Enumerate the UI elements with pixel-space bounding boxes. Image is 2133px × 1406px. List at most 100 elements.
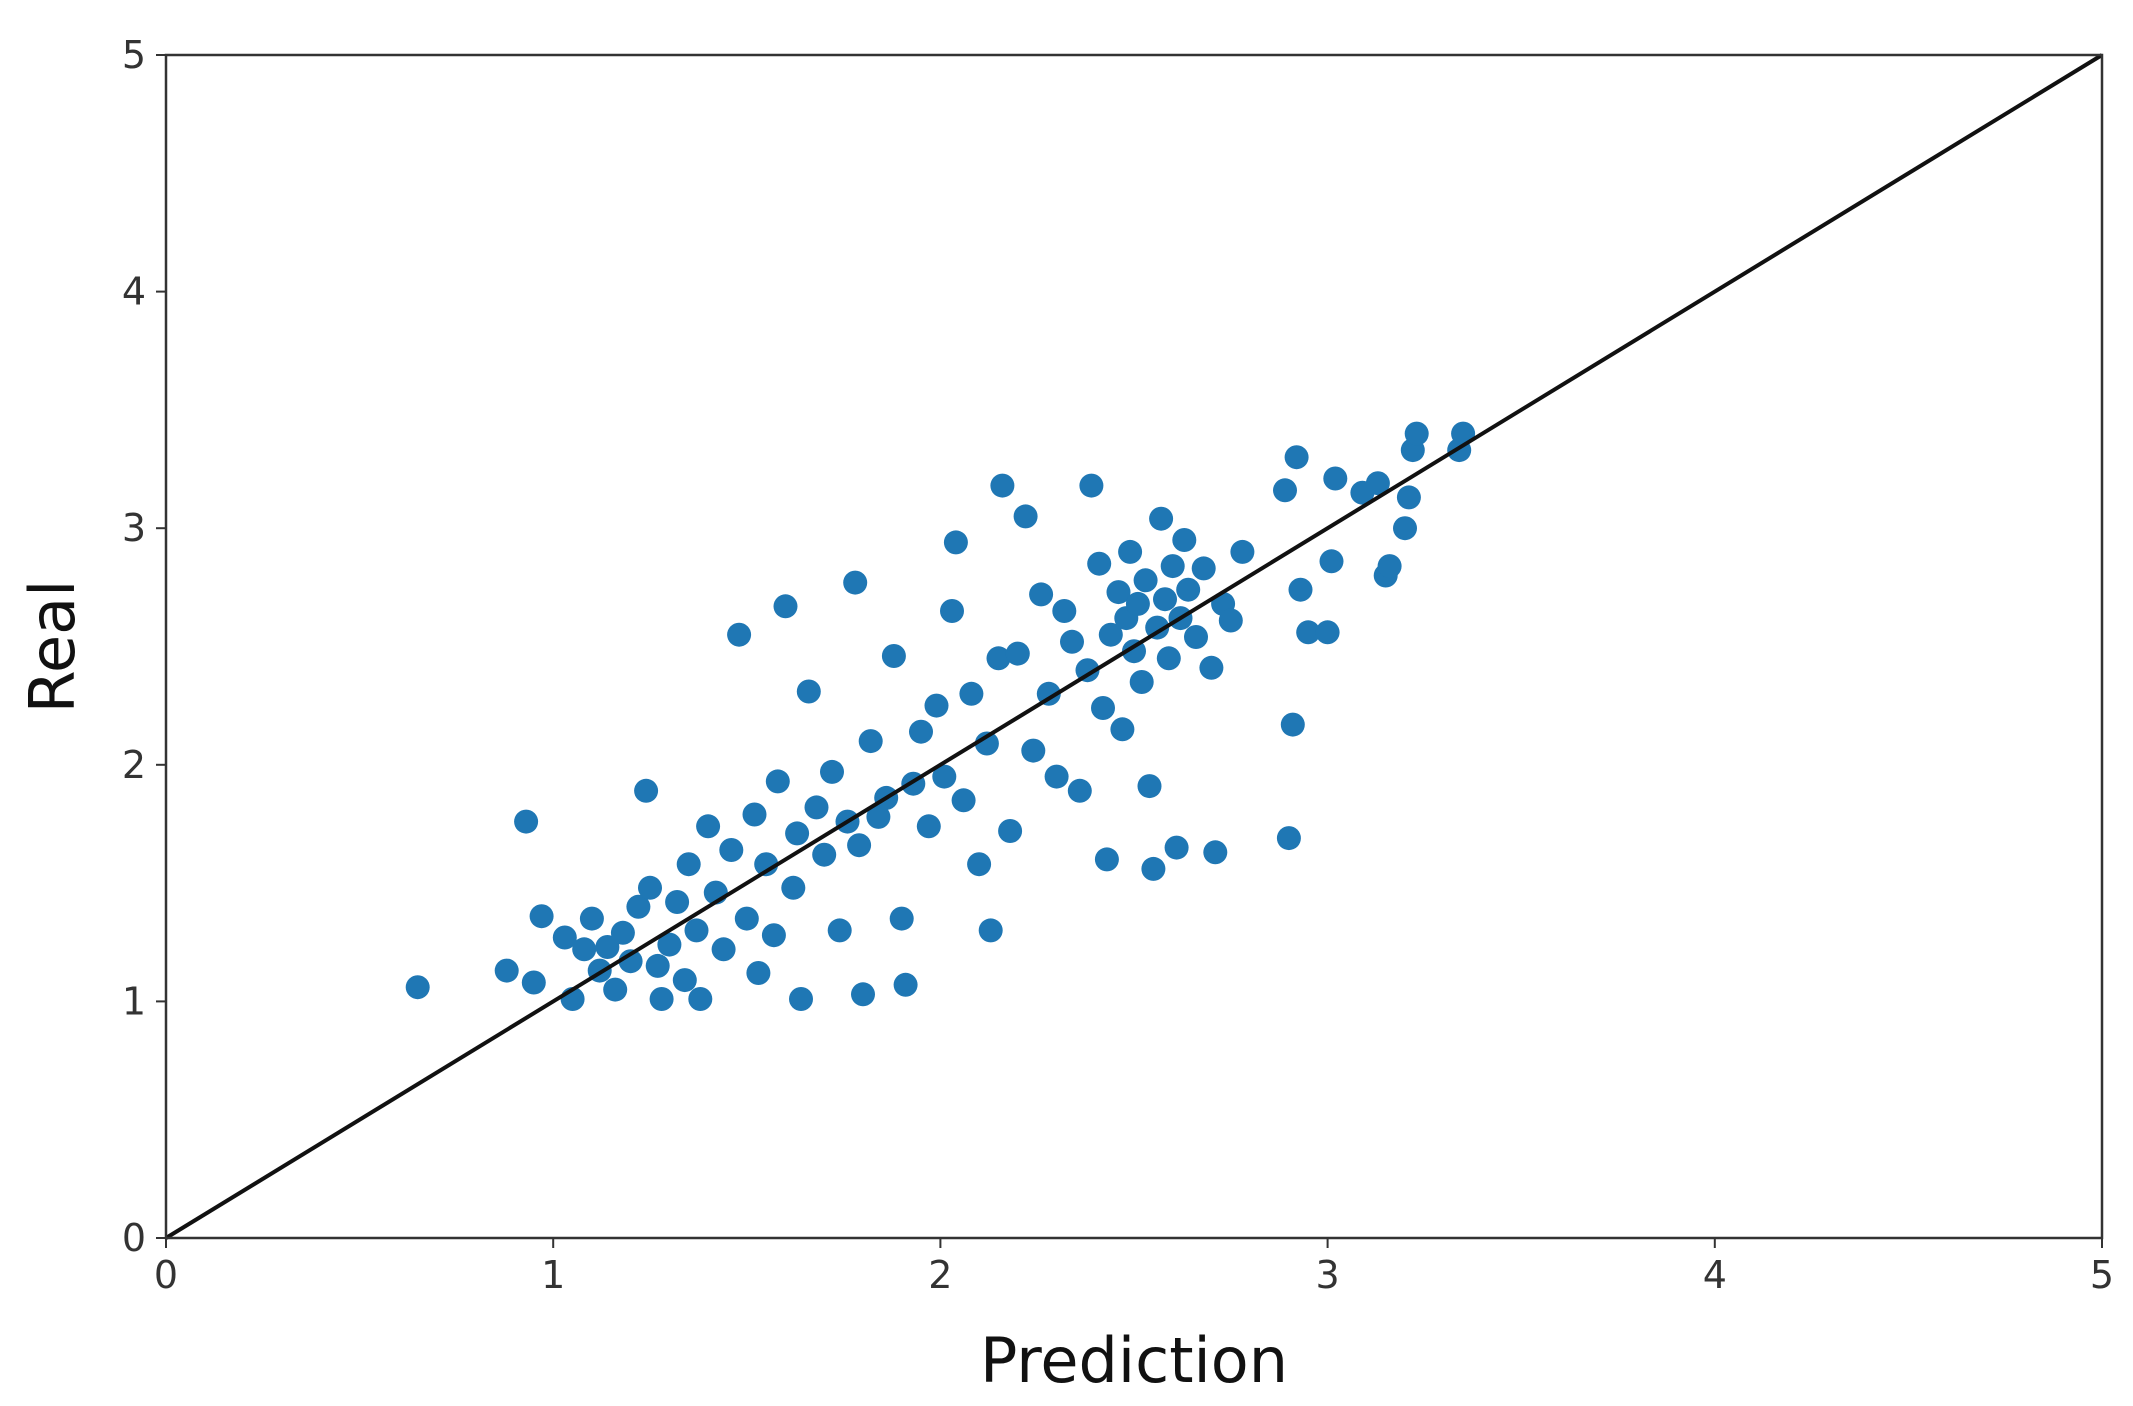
data-point [1365, 471, 1390, 496]
data-point [1122, 639, 1146, 664]
data-point [986, 646, 1011, 671]
data-point [1199, 655, 1224, 680]
data-point [1218, 608, 1243, 633]
data-point [1176, 577, 1201, 602]
data-point [684, 918, 709, 943]
data-point [1393, 516, 1417, 541]
data-point [1149, 506, 1174, 531]
data-point [552, 925, 577, 950]
data-point [1094, 847, 1119, 872]
data-point [1156, 646, 1181, 671]
data-point [893, 972, 918, 997]
x-tick-label: 3 [1316, 1253, 1340, 1297]
data-point [1203, 840, 1228, 865]
data-point [603, 977, 628, 1002]
data-point [1164, 835, 1189, 860]
data-point [866, 804, 891, 829]
data-point [634, 778, 659, 803]
data-point [967, 852, 992, 877]
data-point [657, 932, 682, 957]
data-point [843, 570, 868, 595]
data-point [742, 802, 767, 827]
data-point [1133, 568, 1158, 593]
data-point [1230, 539, 1255, 564]
data-point [796, 679, 821, 704]
data-point [1067, 778, 1092, 803]
data-point [1091, 696, 1115, 720]
data-point [1404, 421, 1429, 446]
data-point [761, 923, 786, 948]
data-point [1129, 670, 1154, 694]
data-point [1075, 658, 1100, 683]
x-tick-label: 1 [541, 1253, 565, 1297]
data-point [881, 644, 906, 668]
data-point [858, 729, 883, 754]
data-point [1319, 549, 1344, 574]
data-point [990, 473, 1015, 498]
data-point [851, 982, 875, 1007]
data-point [734, 906, 759, 931]
data-point [754, 852, 779, 877]
data-point [1280, 712, 1305, 737]
identity-line [164, 53, 2104, 1240]
data-point [789, 987, 813, 1011]
data-point [827, 918, 852, 943]
y-tick-label: 4 [122, 270, 146, 314]
data-point [916, 814, 941, 839]
data-point [1276, 826, 1301, 851]
data-point [781, 875, 806, 900]
x-tick-label: 0 [154, 1253, 178, 1297]
data-point [610, 920, 635, 945]
data-point [1145, 615, 1170, 640]
data-point [909, 719, 933, 744]
data-point [785, 821, 810, 846]
data-point [638, 875, 662, 900]
data-point [1323, 466, 1348, 491]
data-point [665, 890, 690, 914]
data-point [924, 693, 949, 718]
data-point [765, 769, 790, 794]
data-point [1396, 485, 1421, 510]
data-point [1141, 856, 1166, 881]
data-point [943, 530, 968, 555]
data-point [696, 814, 721, 839]
data-point [746, 961, 771, 985]
data-point [626, 894, 651, 919]
data-point [649, 987, 674, 1011]
data-point [812, 842, 837, 867]
data-point [1273, 478, 1297, 503]
data-point [595, 935, 620, 959]
y-tick-label: 0 [122, 1216, 146, 1260]
data-point [1118, 539, 1143, 564]
x-axis-label: Prediction [980, 1324, 1288, 1397]
y-tick-label: 1 [122, 979, 146, 1023]
data-point [1110, 717, 1135, 742]
data-point [1005, 641, 1030, 666]
data-point [1106, 580, 1131, 605]
data-point [719, 838, 744, 862]
data-point [1315, 620, 1340, 645]
data-point [847, 833, 872, 858]
data-point [711, 937, 736, 962]
data-point [1137, 774, 1162, 799]
data-point [405, 975, 430, 1000]
data-point [1296, 620, 1321, 645]
data-point [514, 809, 539, 834]
data-point [688, 987, 713, 1011]
axis-ticks: 0 1 2 3 4 5 0 1 2 3 4 5 [122, 33, 2114, 1297]
data-point [1288, 577, 1313, 602]
data-point [676, 852, 701, 877]
data-point [1079, 473, 1104, 498]
data-point [672, 968, 697, 993]
data-point [618, 949, 643, 974]
data-point [959, 681, 984, 706]
y-axis-label: Real [16, 580, 89, 714]
data-point [1052, 599, 1077, 623]
data-point [1087, 551, 1112, 576]
data-point [1125, 591, 1150, 616]
data-point [1160, 554, 1185, 579]
data-point [1191, 556, 1216, 581]
data-point [773, 594, 798, 619]
data-point [804, 795, 829, 820]
